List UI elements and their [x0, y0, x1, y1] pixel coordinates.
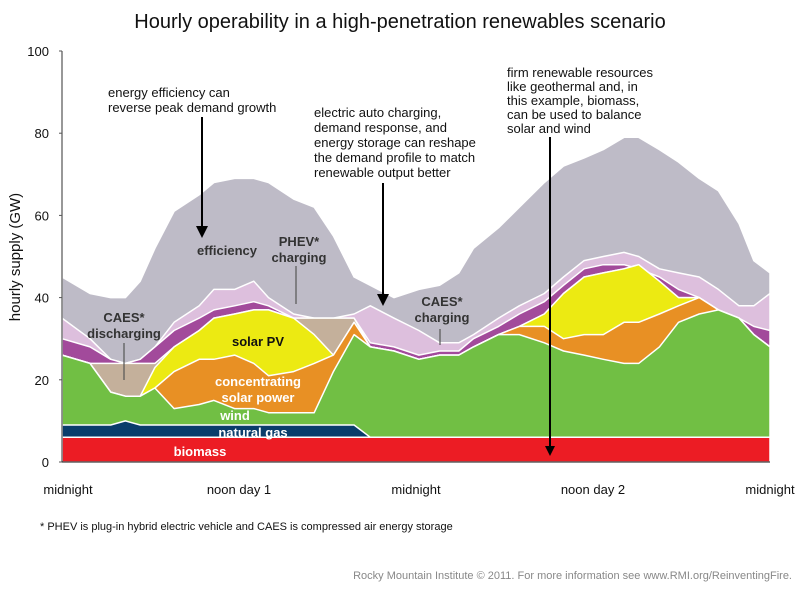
annotation-line: renewable output better: [314, 165, 451, 180]
label-solar-pv: solar PV: [232, 334, 284, 349]
x-tick-label: midnight: [391, 482, 441, 497]
label-caes-charging-2: charging: [415, 310, 470, 325]
area-biomass: [61, 436, 771, 463]
annotation-line: energy storage can reshape: [314, 135, 476, 150]
chart-title: Hourly operability in a high-penetration…: [134, 11, 665, 33]
x-ticks: midnight noon day 1 midnight noon day 2 midn…: [43, 482, 795, 497]
x-tick-label: noon day 1: [207, 482, 271, 497]
label-caes-discharging-2: discharging: [87, 326, 161, 341]
arrow-head: [377, 294, 389, 306]
annotation-efficiency: energy efficiency can reverse peak deman…: [108, 85, 276, 238]
x-tick-label: noon day 2: [561, 482, 625, 497]
label-wind: wind: [219, 408, 250, 423]
y-ticks: 0 20 40 60 80 100: [27, 44, 62, 470]
y-tick-label: 80: [35, 126, 49, 141]
annotation-line: like geothermal and, in: [507, 79, 638, 94]
label-csp-line2: solar power: [222, 390, 295, 405]
y-tick-label: 100: [27, 44, 49, 59]
area-wind: [61, 309, 771, 463]
label-csp-line1: concentrating: [215, 374, 301, 389]
annotation-line: solar and wind: [507, 121, 591, 136]
y-tick-label: 20: [35, 373, 49, 388]
label-natural-gas: natural gas: [218, 425, 287, 440]
annotation-line: energy efficiency can: [108, 85, 230, 100]
annotation-line: can be used to balance: [507, 107, 641, 122]
annotation-line: firm renewable resources: [507, 65, 653, 80]
stacked-areas: [61, 136, 771, 463]
credit: Rocky Mountain Institute © 2011. For mor…: [353, 570, 792, 582]
annotation-demand: electric auto charging, demand response,…: [314, 105, 476, 306]
label-phev-1: PHEV*: [279, 234, 320, 249]
annotation-line: this example, biomass,: [507, 93, 639, 108]
label-efficiency: efficiency: [197, 243, 258, 258]
x-tick-label: midnight: [43, 482, 93, 497]
label-caes-discharging-1: CAES*: [103, 310, 145, 325]
label-phev-2: charging: [272, 250, 327, 265]
y-tick-label: 40: [35, 291, 49, 306]
annotation-line: the demand profile to match: [314, 150, 475, 165]
annotation-line: electric auto charging,: [314, 105, 441, 120]
annotation-line: demand response, and: [314, 120, 447, 135]
footnote: * PHEV is plug-in hybrid electric vehicl…: [40, 521, 453, 533]
label-caes-charging-1: CAES*: [421, 294, 463, 309]
annotation-firm: firm renewable resources like geothermal…: [507, 65, 653, 456]
annotation-line: reverse peak demand growth: [108, 100, 276, 115]
y-tick-label: 0: [42, 455, 49, 470]
arrow-head: [196, 226, 208, 238]
y-axis-label: hourly supply (GW): [7, 193, 24, 321]
x-tick-label: midnight: [745, 482, 795, 497]
series-labels: biomass natural gas wind concentrating s…: [87, 234, 469, 459]
label-biomass: biomass: [174, 444, 227, 459]
y-tick-label: 60: [35, 208, 49, 223]
arrow-head: [545, 446, 555, 456]
